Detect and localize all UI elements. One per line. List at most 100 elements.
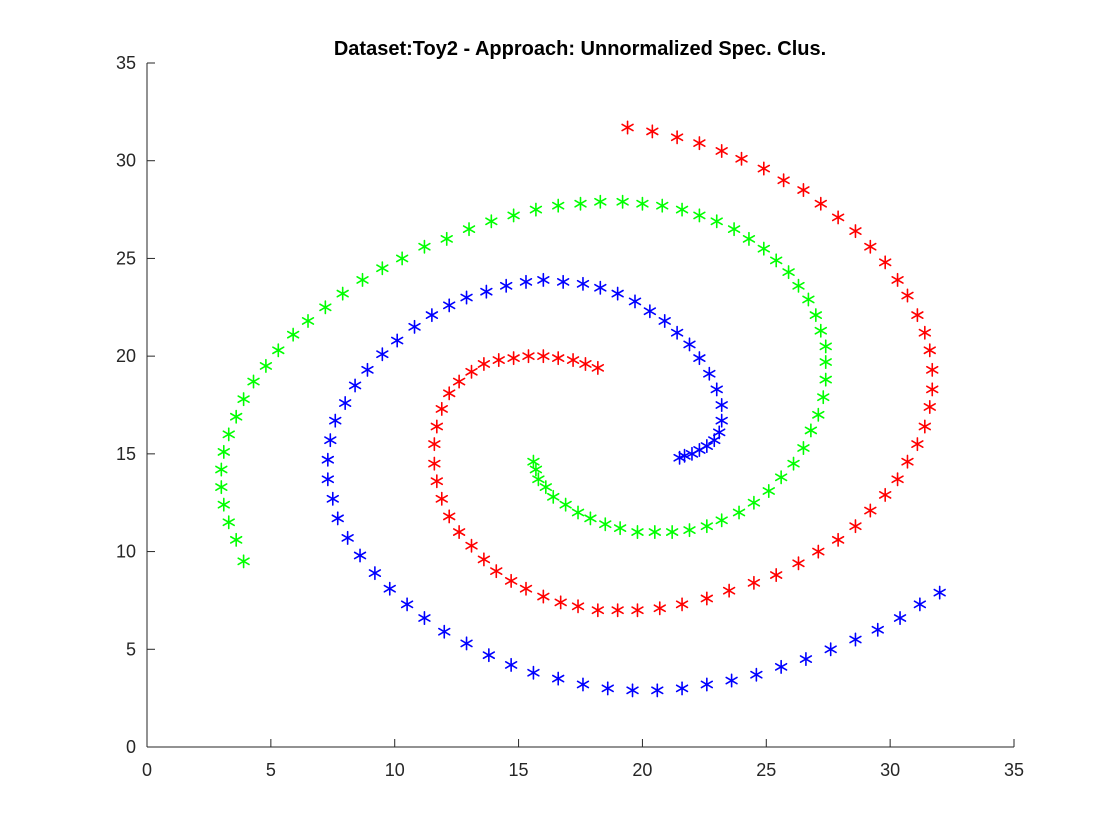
data-point (601, 681, 614, 696)
data-point (490, 564, 503, 579)
data-point (628, 294, 642, 309)
data-point (435, 491, 448, 506)
data-point (926, 362, 939, 377)
data-point (797, 183, 810, 198)
data-point (804, 423, 818, 438)
data-point (217, 497, 230, 512)
data-point (683, 337, 696, 352)
x-tick-label: 0 (142, 760, 152, 780)
series-0-points (428, 120, 939, 618)
data-point (762, 483, 775, 498)
x-tick-label: 20 (632, 760, 652, 780)
data-point (700, 591, 714, 606)
data-point (537, 589, 550, 604)
data-point (237, 392, 250, 407)
data-point (507, 351, 520, 366)
y-tick-label: 10 (116, 542, 136, 562)
data-point (901, 454, 914, 469)
data-point (215, 480, 228, 495)
data-point (485, 214, 498, 229)
data-point (324, 433, 337, 448)
data-point (683, 523, 696, 538)
data-point (817, 390, 830, 405)
data-point (482, 648, 496, 663)
data-point (901, 288, 914, 303)
x-tick-label: 25 (756, 760, 776, 780)
data-point (831, 210, 845, 225)
y-axis-ticks: 0 5 10 15 20 25 30 35 (116, 53, 155, 757)
data-point (376, 347, 389, 362)
data-point (435, 401, 448, 416)
data-point (814, 323, 827, 338)
data-point (770, 568, 783, 583)
data-point (774, 659, 788, 674)
data-point (757, 161, 771, 176)
data-point (715, 413, 728, 428)
data-point (348, 378, 362, 393)
data-point (552, 351, 565, 366)
data-point (522, 349, 535, 364)
data-point (361, 362, 374, 377)
data-point (301, 313, 315, 328)
data-point (576, 276, 590, 291)
data-point (443, 298, 456, 313)
data-point (673, 450, 686, 465)
data-point (326, 491, 339, 506)
data-point (574, 196, 587, 211)
data-point (376, 261, 389, 276)
data-point (693, 208, 706, 223)
data-point (353, 548, 367, 563)
data-point (480, 284, 493, 299)
data-point (594, 280, 607, 295)
data-point (675, 597, 689, 612)
data-point (646, 124, 659, 139)
data-point (321, 472, 335, 487)
data-point (477, 356, 491, 371)
data-point (465, 538, 478, 553)
data-point (693, 136, 706, 151)
data-point (537, 349, 550, 364)
data-point (891, 472, 904, 487)
data-point (594, 194, 607, 209)
data-point (532, 472, 545, 487)
data-point (611, 603, 624, 618)
data-point (913, 597, 927, 612)
data-point (700, 677, 714, 692)
data-point (665, 525, 679, 540)
data-point (338, 396, 352, 411)
data-point (430, 419, 444, 434)
data-point (529, 462, 543, 477)
data-point (802, 292, 815, 307)
x-tick-label: 5 (266, 760, 276, 780)
data-point (566, 353, 580, 368)
data-point (462, 222, 476, 237)
data-point (710, 382, 723, 397)
data-point (319, 300, 332, 315)
y-tick-label: 30 (116, 151, 136, 171)
data-point (519, 274, 533, 289)
data-point (675, 681, 689, 696)
data-point (653, 601, 666, 616)
data-point (286, 327, 300, 342)
data-point (747, 575, 761, 590)
data-point (554, 595, 567, 610)
data-point (893, 611, 907, 626)
data-point (390, 333, 404, 348)
y-tick-label: 0 (126, 737, 136, 757)
data-point (418, 239, 431, 254)
data-point (782, 265, 795, 280)
data-point (774, 470, 788, 485)
data-point (477, 552, 491, 567)
data-point (715, 513, 728, 528)
data-point (787, 456, 800, 471)
data-point (824, 642, 837, 657)
data-point (792, 556, 805, 571)
data-point (849, 519, 862, 534)
data-point (911, 308, 924, 323)
data-point (812, 544, 825, 559)
data-point (438, 624, 451, 639)
x-tick-label: 15 (509, 760, 529, 780)
data-point (703, 366, 716, 381)
data-point (658, 313, 671, 328)
data-points (215, 120, 946, 698)
